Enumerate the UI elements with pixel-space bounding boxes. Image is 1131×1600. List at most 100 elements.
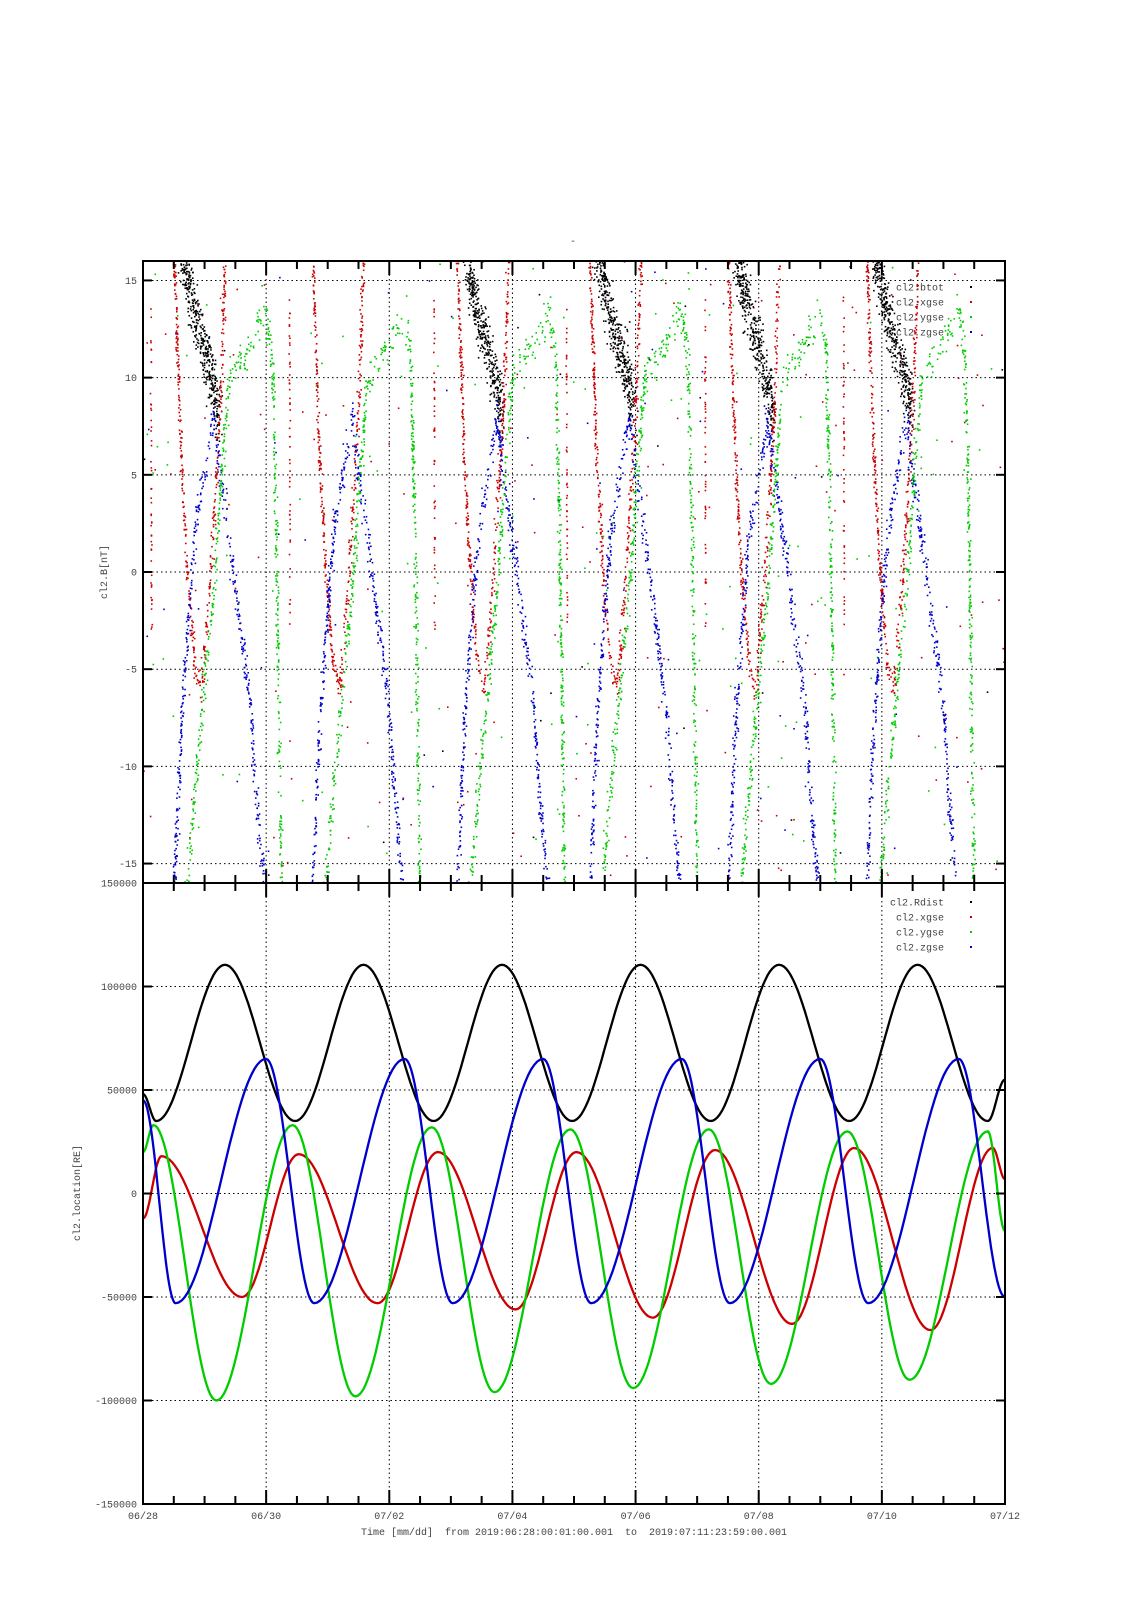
ygse-point: [257, 315, 259, 318]
ygse-point: [217, 522, 219, 524]
zgse-point: [231, 558, 234, 561]
zgse-point: [185, 668, 187, 670]
zgse-point: [458, 884, 460, 886]
zgse-point: [537, 762, 539, 764]
xgse-point: [346, 621, 349, 623]
zgse-point: [369, 553, 371, 556]
xgse-point: [174, 292, 177, 295]
zgse-point: [343, 466, 345, 469]
ygse-point: [353, 569, 356, 572]
xgse-point: [186, 573, 189, 576]
xgse-point: [178, 368, 180, 371]
ygse-point: [419, 800, 421, 802]
xgse-point: [433, 427, 436, 430]
xgse-point: [474, 630, 477, 633]
xgse-point: [464, 484, 467, 487]
xgse-point: [209, 594, 211, 597]
ygse-point: [278, 751, 281, 753]
xgse-point: [203, 661, 206, 664]
xgse-point: [493, 721, 495, 724]
ygse-point: [329, 803, 332, 806]
ygse-point: [277, 646, 280, 649]
xgse-point: [313, 307, 315, 310]
ygse-point: [219, 485, 222, 487]
xgse-point: [752, 306, 755, 309]
xgse-point: [361, 340, 364, 342]
ygse-point: [410, 447, 413, 450]
zgse-point: [313, 885, 315, 887]
xgse-point: [358, 396, 361, 399]
btot-point: [206, 359, 209, 362]
btot-point: [207, 375, 210, 378]
ygse-point: [416, 698, 419, 700]
xgse-point: [504, 353, 506, 356]
zgse-point: [241, 638, 244, 640]
ygse-point: [276, 553, 279, 556]
zgse-point: [395, 821, 398, 823]
xgse-point: [316, 334, 318, 336]
xgse-point: [183, 514, 185, 517]
zgse-point: [462, 766, 465, 769]
xgse-point: [288, 623, 291, 625]
zgse-point: [180, 753, 183, 755]
ygse-point: [275, 520, 277, 522]
btot-point: [499, 396, 501, 399]
zgse-point: [509, 514, 511, 516]
zgse-point: [277, 533, 280, 536]
zgse-point: [189, 597, 192, 599]
btot-point: [208, 378, 211, 381]
ygse-point: [438, 707, 441, 710]
xgse-point: [459, 355, 461, 358]
zgse-point: [343, 468, 345, 471]
btot-point: [204, 347, 207, 349]
btot-point: [215, 401, 218, 404]
xgse-point: [355, 425, 358, 428]
zgse-point: [542, 830, 545, 833]
zgse-point: [493, 440, 496, 443]
ygse-point: [345, 641, 348, 644]
zgse-point: [213, 411, 215, 413]
ygse-point: [273, 383, 275, 385]
zgse-point: [199, 492, 202, 495]
btot-point: [488, 325, 491, 328]
zgse-point: [359, 472, 361, 474]
zgse-point: [279, 276, 281, 279]
xgse-point: [183, 512, 186, 515]
btot-point: [495, 386, 497, 389]
zgse-point: [468, 648, 471, 650]
zgse-point: [546, 896, 548, 898]
xgse-point: [263, 284, 266, 286]
zgse-point: [535, 738, 538, 741]
ygse-point: [417, 721, 419, 724]
ygse-point: [193, 803, 195, 805]
xgse-point: [359, 358, 362, 361]
xgse-point: [186, 554, 188, 557]
btot-point: [196, 284, 199, 286]
xgse-point: [462, 409, 464, 411]
zgse-point: [249, 702, 252, 704]
ygse-point: [359, 458, 362, 461]
ygse-point: [376, 470, 379, 472]
zgse-point: [175, 860, 178, 863]
btot-point: [470, 248, 472, 250]
btot-point: [191, 289, 194, 291]
xgse-point: [650, 785, 652, 788]
zgse-point: [204, 478, 206, 481]
zgse-point: [495, 432, 498, 434]
zgse-point: [508, 505, 511, 507]
zgse-point: [360, 502, 363, 505]
xgse-point: [199, 684, 201, 687]
zgse-point: [534, 727, 536, 729]
ygse-point: [360, 472, 362, 474]
ygse-point: [362, 420, 365, 422]
btot-point: [496, 404, 499, 407]
ygse-point: [276, 536, 279, 538]
zgse-point: [245, 676, 247, 679]
zgse-point: [319, 705, 322, 707]
ygse-point: [197, 738, 200, 740]
btot-point: [200, 313, 202, 316]
btot-point: [211, 364, 213, 366]
xgse-point: [976, 374, 979, 376]
xgse-point: [312, 298, 315, 300]
btot-point: [517, 326, 519, 329]
